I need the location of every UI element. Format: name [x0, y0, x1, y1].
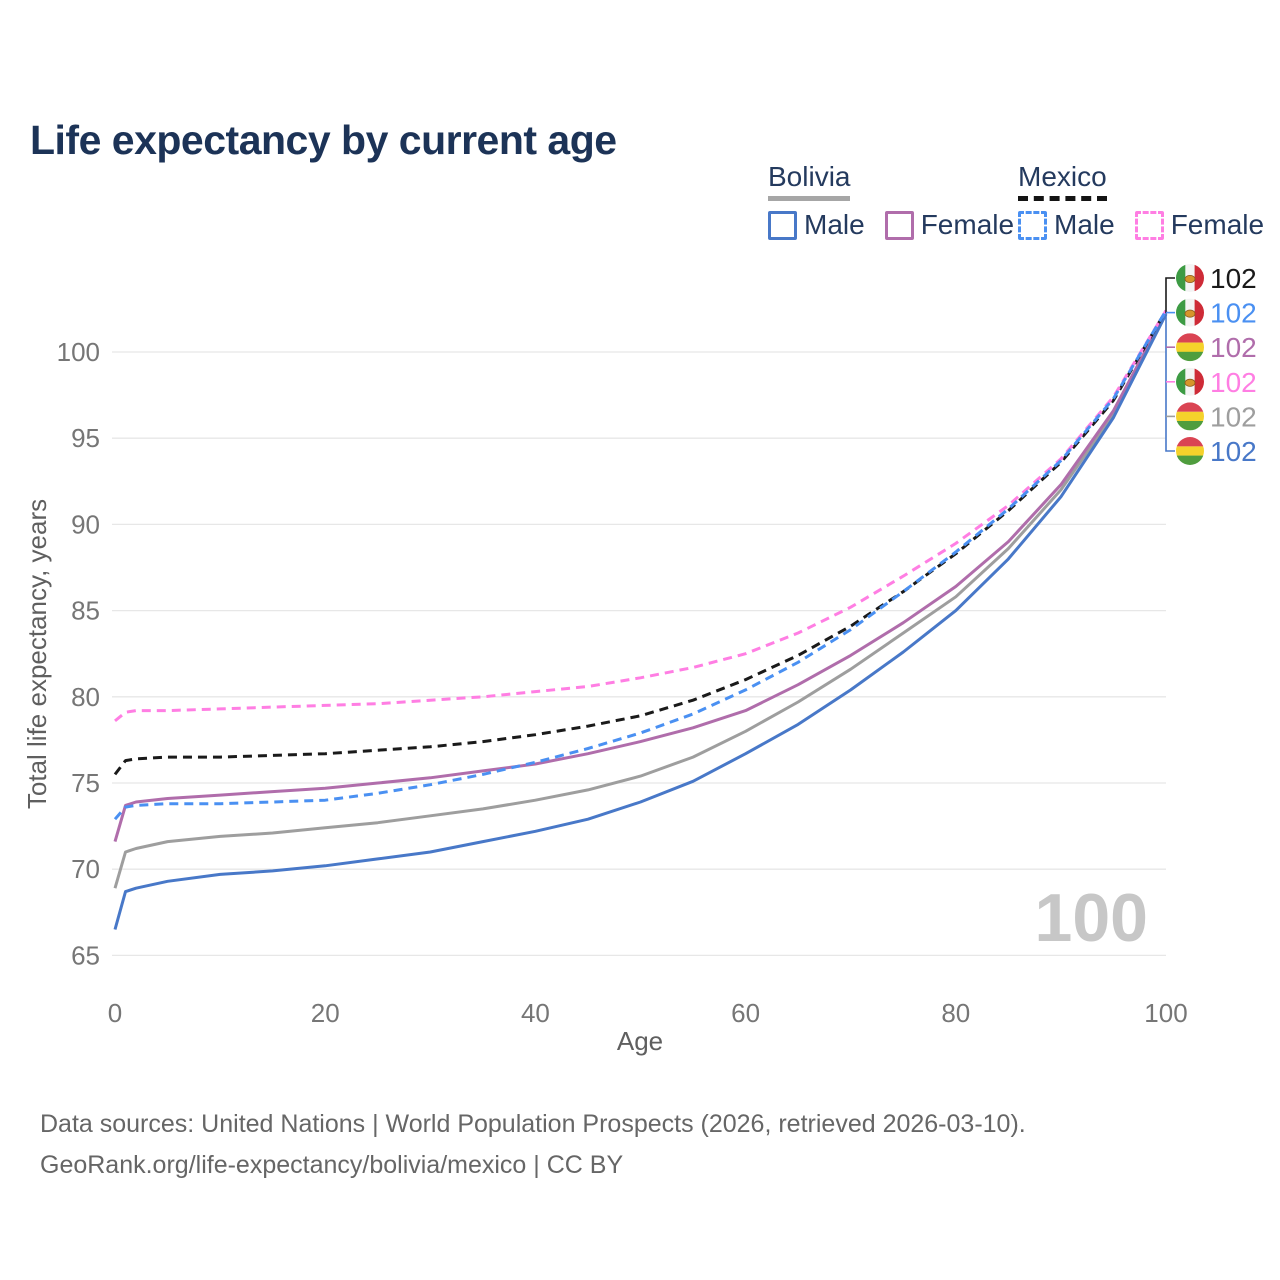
flag-stripe	[1194, 367, 1204, 396]
mexico-flag-icon	[1176, 298, 1204, 327]
legend-item-bolivia-male[interactable]: Male	[768, 209, 865, 241]
x-axis-title: Age	[617, 1026, 663, 1056]
bolivia-flag-icon	[1176, 437, 1204, 465]
flag-stripe	[1176, 402, 1204, 412]
flag-stripe	[1176, 446, 1204, 456]
y-tick-label: 65	[71, 940, 100, 970]
flag-stripe	[1176, 367, 1186, 396]
footer: Data sources: United Nations | World Pop…	[40, 1104, 1026, 1186]
end-label-value: 102	[1210, 332, 1257, 363]
bolivia-female-swatch-icon	[884, 210, 914, 240]
flag-stripe	[1176, 342, 1204, 352]
page-title: Life expectancy by current age	[30, 117, 617, 164]
legend-item-label: Female	[920, 209, 1015, 240]
y-tick-label: 70	[71, 854, 100, 884]
series-line-mexico-average	[113, 309, 1168, 776]
mexico-flag-icon	[1176, 367, 1204, 396]
bolivia-male-swatch-icon	[768, 210, 797, 240]
end-label-value: 102	[1210, 436, 1257, 467]
end-label-value: 102	[1210, 401, 1257, 432]
end-label-value: 102	[1210, 263, 1257, 294]
x-tick-label: 60	[731, 998, 760, 1028]
legend-items-mexico: Male Female	[1018, 209, 1264, 241]
flag-stripe	[1176, 421, 1204, 431]
legend-item-bolivia-female[interactable]: Female	[884, 209, 1015, 241]
legend-group-mexico: Mexico Male Female	[1018, 161, 1264, 241]
series-line-bolivia-average	[113, 313, 1168, 889]
y-tick-label: 100	[57, 337, 100, 367]
x-tick-label: 0	[108, 998, 122, 1028]
flag-stripe	[1176, 333, 1204, 343]
series-line-bolivia-female	[113, 311, 1168, 843]
flag-stripe	[1194, 298, 1204, 327]
series-line-mexico-male	[113, 309, 1168, 821]
series-line-mexico-female	[114, 309, 1168, 723]
x-tick-label: 100	[1144, 998, 1187, 1028]
legend-item-label: Female	[1170, 209, 1265, 240]
x-tick-label: 40	[521, 998, 550, 1028]
legend-country-bolivia[interactable]: Bolivia	[768, 161, 851, 201]
series-line-bolivia-male	[113, 313, 1168, 930]
bolivia-flag-icon	[1176, 402, 1204, 431]
flag-stripe	[1176, 351, 1204, 362]
legend-item-label: Male	[1054, 209, 1115, 240]
flag-stripe	[1176, 455, 1204, 465]
leader-line	[1165, 313, 1175, 452]
y-axis-title: Total life expectancy, years	[22, 499, 52, 809]
end-label-value: 102	[1210, 367, 1257, 398]
y-tick-label: 80	[71, 682, 100, 712]
flag-emblem	[1184, 309, 1196, 318]
legend-items-bolivia: Male Female	[768, 209, 1014, 241]
flag-stripe	[1176, 298, 1186, 327]
x-tick-label: 20	[311, 998, 340, 1028]
legend-item-mexico-male[interactable]: Male	[1018, 209, 1115, 241]
x-tick-label: 80	[941, 998, 970, 1028]
age-watermark: 100	[1035, 880, 1148, 956]
flag-stripe	[1176, 411, 1204, 422]
legend-item-label: Male	[804, 209, 865, 240]
data-source-line: Data sources: United Nations | World Pop…	[40, 1110, 1026, 1138]
end-label-value: 102	[1210, 298, 1257, 329]
flag-emblem	[1184, 274, 1196, 283]
flag-emblem	[1184, 378, 1196, 387]
flag-stripe	[1194, 264, 1204, 292]
y-tick-label: 85	[71, 596, 100, 626]
flag-stripe	[1176, 264, 1186, 292]
y-tick-label: 95	[71, 423, 100, 453]
attribution-line: GeoRank.org/life-expectancy/bolivia/mexi…	[40, 1151, 624, 1179]
leader-line	[1165, 277, 1175, 313]
legend-country-mexico[interactable]: Mexico	[1018, 161, 1107, 201]
y-tick-label: 90	[71, 509, 100, 539]
legend-group-bolivia: Bolivia Male Female	[768, 161, 1014, 241]
mexico-flag-icon	[1176, 264, 1204, 292]
legend-item-mexico-female[interactable]: Female	[1134, 209, 1265, 241]
mexico-female-swatch-icon	[1134, 210, 1164, 240]
y-tick-label: 75	[71, 768, 100, 798]
mexico-male-swatch-icon	[1018, 210, 1047, 240]
bolivia-flag-icon	[1176, 333, 1204, 362]
flag-stripe	[1176, 437, 1204, 447]
